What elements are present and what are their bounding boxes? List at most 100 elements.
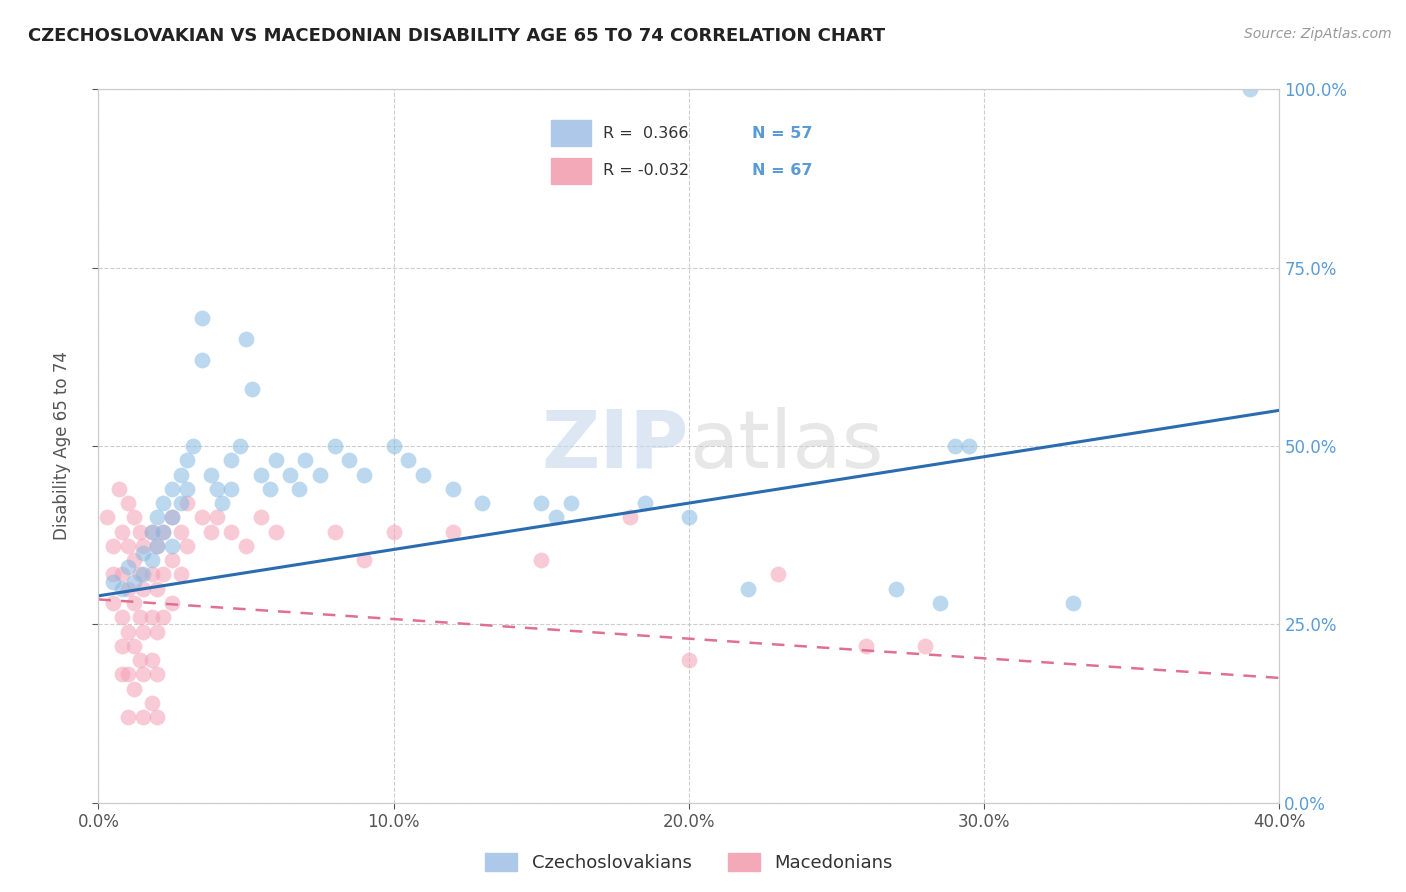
Point <box>259 482 281 496</box>
Point <box>176 539 198 553</box>
Text: Source: ZipAtlas.com: Source: ZipAtlas.com <box>1244 27 1392 41</box>
Point <box>240 382 263 396</box>
Point <box>103 567 125 582</box>
Point <box>132 539 155 553</box>
Point <box>132 567 155 582</box>
Point <box>117 560 139 574</box>
Point <box>111 610 134 624</box>
Y-axis label: Disability Age 65 to 74: Disability Age 65 to 74 <box>53 351 72 541</box>
Point <box>152 496 174 510</box>
Bar <box>551 158 591 184</box>
Point <box>141 567 163 582</box>
Point <box>176 482 198 496</box>
Point <box>132 624 155 639</box>
Text: N = 57: N = 57 <box>752 126 813 141</box>
Point <box>132 546 155 560</box>
Point <box>235 332 257 346</box>
Point <box>141 524 163 539</box>
Point <box>323 439 346 453</box>
Point <box>766 567 789 582</box>
Point <box>176 496 198 510</box>
Point <box>619 510 641 524</box>
Point <box>141 696 163 710</box>
Text: CZECHOSLOVAKIAN VS MACEDONIAN DISABILITY AGE 65 TO 74 CORRELATION CHART: CZECHOSLOVAKIAN VS MACEDONIAN DISABILITY… <box>28 27 886 45</box>
Point <box>884 582 907 596</box>
Point <box>678 653 700 667</box>
Text: atlas: atlas <box>689 407 883 485</box>
Point <box>146 710 169 724</box>
Point <box>152 524 174 539</box>
Point <box>152 524 174 539</box>
Point <box>943 439 966 453</box>
Point <box>162 510 183 524</box>
Point <box>111 582 134 596</box>
Point <box>1062 596 1084 610</box>
Point <box>111 524 134 539</box>
Point <box>353 553 375 567</box>
Point <box>737 582 759 596</box>
Point <box>191 310 214 325</box>
Point <box>117 710 139 724</box>
Point <box>132 710 155 724</box>
Point <box>855 639 877 653</box>
Point <box>162 539 183 553</box>
Point <box>146 510 169 524</box>
Point <box>219 453 242 467</box>
Point <box>264 524 287 539</box>
Point <box>294 453 316 467</box>
Point <box>471 496 494 510</box>
Point <box>170 496 193 510</box>
Text: ZIP: ZIP <box>541 407 689 485</box>
Point <box>219 482 242 496</box>
Bar <box>551 120 591 146</box>
Point <box>117 539 139 553</box>
Point <box>128 653 150 667</box>
Point <box>205 510 228 524</box>
Point <box>146 582 169 596</box>
Point <box>162 596 183 610</box>
Point <box>633 496 655 510</box>
Point <box>530 553 553 567</box>
Point <box>678 510 700 524</box>
Point <box>122 553 145 567</box>
Point <box>928 596 950 610</box>
Point <box>103 574 125 589</box>
Point <box>162 482 183 496</box>
Text: R = -0.032: R = -0.032 <box>603 163 689 178</box>
Point <box>560 496 582 510</box>
Text: R =  0.366: R = 0.366 <box>603 126 689 141</box>
Point <box>141 524 163 539</box>
Point <box>250 510 273 524</box>
Point <box>205 482 228 496</box>
Point <box>128 567 150 582</box>
Point <box>122 596 145 610</box>
Point <box>141 610 163 624</box>
Point <box>152 567 174 582</box>
Point <box>441 524 464 539</box>
Point <box>200 524 222 539</box>
Point <box>122 574 145 589</box>
Point <box>141 653 163 667</box>
Point <box>250 467 273 482</box>
Point <box>162 553 183 567</box>
Point <box>111 567 134 582</box>
Point <box>117 496 139 510</box>
Point <box>141 553 163 567</box>
Point <box>152 610 174 624</box>
Point <box>219 524 242 539</box>
Point <box>959 439 981 453</box>
Point <box>191 353 214 368</box>
Point <box>264 453 287 467</box>
Point <box>122 510 145 524</box>
Point <box>111 667 134 681</box>
Point <box>546 510 568 524</box>
Point <box>278 467 302 482</box>
Point <box>146 624 169 639</box>
Point <box>96 510 118 524</box>
Point <box>181 439 204 453</box>
Point <box>309 467 332 482</box>
Point <box>396 453 419 467</box>
Point <box>288 482 311 496</box>
Point <box>146 667 169 681</box>
Point <box>117 582 139 596</box>
